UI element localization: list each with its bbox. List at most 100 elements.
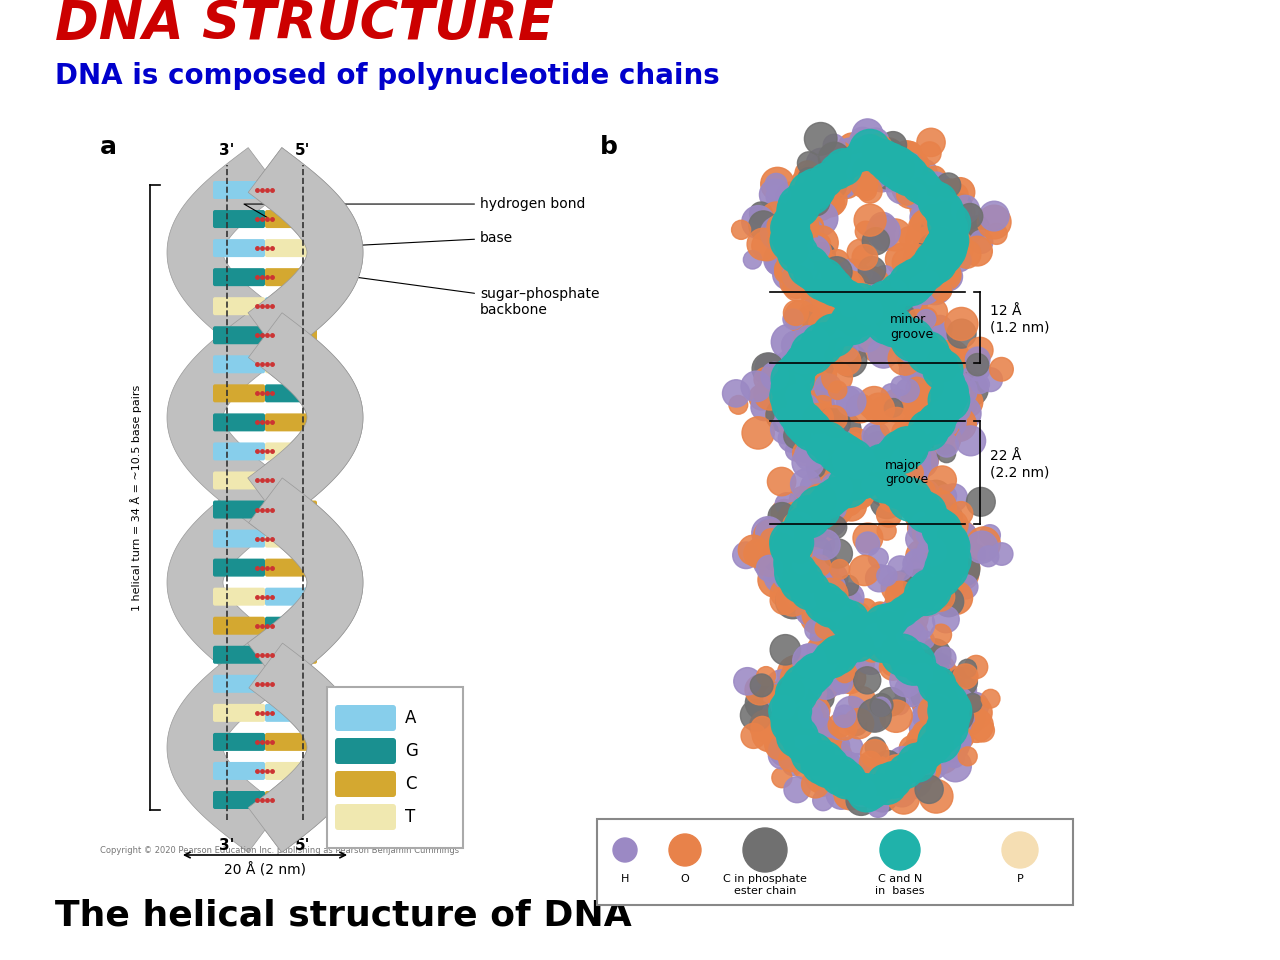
Circle shape <box>913 705 936 728</box>
Circle shape <box>938 353 966 381</box>
Circle shape <box>864 709 886 732</box>
Circle shape <box>868 472 893 498</box>
Circle shape <box>864 462 906 503</box>
Circle shape <box>945 748 965 768</box>
Circle shape <box>927 697 947 718</box>
Circle shape <box>877 687 905 716</box>
Polygon shape <box>247 478 364 688</box>
Circle shape <box>911 159 937 185</box>
Circle shape <box>745 685 780 720</box>
Circle shape <box>790 192 814 216</box>
Circle shape <box>772 692 795 716</box>
Circle shape <box>888 436 914 462</box>
Circle shape <box>867 630 895 658</box>
Circle shape <box>914 417 936 440</box>
Circle shape <box>931 522 963 555</box>
Circle shape <box>868 604 900 635</box>
Circle shape <box>902 765 924 787</box>
Circle shape <box>863 300 899 337</box>
Circle shape <box>844 448 886 491</box>
Circle shape <box>803 157 836 190</box>
Circle shape <box>899 474 925 501</box>
Circle shape <box>968 216 989 238</box>
Circle shape <box>818 603 850 634</box>
Circle shape <box>965 544 986 564</box>
Circle shape <box>868 781 899 812</box>
Circle shape <box>846 610 876 638</box>
Circle shape <box>776 585 810 619</box>
Circle shape <box>920 730 952 761</box>
Circle shape <box>929 529 965 564</box>
Circle shape <box>934 666 968 698</box>
Circle shape <box>916 733 947 765</box>
Circle shape <box>906 492 946 533</box>
FancyBboxPatch shape <box>265 530 317 547</box>
Text: A: A <box>404 709 416 727</box>
Circle shape <box>899 308 925 333</box>
Circle shape <box>817 318 838 340</box>
Circle shape <box>840 298 859 317</box>
Circle shape <box>883 768 915 800</box>
Circle shape <box>795 169 836 209</box>
Circle shape <box>942 199 972 228</box>
Circle shape <box>945 415 972 442</box>
Circle shape <box>938 416 959 436</box>
Circle shape <box>928 374 963 408</box>
Circle shape <box>881 635 906 660</box>
Text: 1 helical turn = 34 Å = ~10.5 base pairs: 1 helical turn = 34 Å = ~10.5 base pairs <box>131 384 142 611</box>
Circle shape <box>940 726 961 748</box>
Circle shape <box>906 549 928 571</box>
Circle shape <box>941 347 975 380</box>
Circle shape <box>760 529 782 550</box>
Circle shape <box>795 441 826 470</box>
Circle shape <box>936 707 966 736</box>
Circle shape <box>783 401 813 430</box>
Circle shape <box>762 363 786 387</box>
Circle shape <box>836 259 869 293</box>
Circle shape <box>920 209 952 242</box>
Circle shape <box>850 130 891 171</box>
Circle shape <box>931 184 960 214</box>
Polygon shape <box>248 313 364 523</box>
Circle shape <box>850 613 888 653</box>
Circle shape <box>760 217 794 251</box>
Circle shape <box>922 577 954 609</box>
Circle shape <box>790 403 817 431</box>
Circle shape <box>819 636 858 674</box>
Circle shape <box>936 218 964 246</box>
Circle shape <box>896 330 929 364</box>
Circle shape <box>879 700 913 732</box>
Circle shape <box>805 618 827 641</box>
Circle shape <box>833 479 859 505</box>
Circle shape <box>937 355 966 384</box>
Circle shape <box>911 758 936 782</box>
Circle shape <box>818 431 860 473</box>
Circle shape <box>809 479 835 504</box>
Text: major
groove: major groove <box>884 459 928 487</box>
Circle shape <box>874 606 901 632</box>
FancyBboxPatch shape <box>265 384 317 402</box>
Circle shape <box>970 230 993 253</box>
Circle shape <box>810 396 836 421</box>
Circle shape <box>946 700 980 733</box>
Circle shape <box>819 618 852 652</box>
Circle shape <box>783 300 809 325</box>
Circle shape <box>901 563 924 584</box>
Circle shape <box>778 207 806 235</box>
Circle shape <box>823 733 850 759</box>
Circle shape <box>808 404 841 438</box>
Circle shape <box>870 143 910 183</box>
Circle shape <box>782 374 805 396</box>
Circle shape <box>823 539 852 568</box>
Circle shape <box>818 508 846 537</box>
Circle shape <box>804 484 836 516</box>
Circle shape <box>946 552 979 587</box>
Circle shape <box>829 560 850 579</box>
Circle shape <box>934 727 969 762</box>
Circle shape <box>922 338 951 368</box>
Circle shape <box>932 517 964 548</box>
Circle shape <box>771 499 797 526</box>
Circle shape <box>918 194 938 214</box>
Circle shape <box>867 783 890 806</box>
Circle shape <box>919 238 959 277</box>
